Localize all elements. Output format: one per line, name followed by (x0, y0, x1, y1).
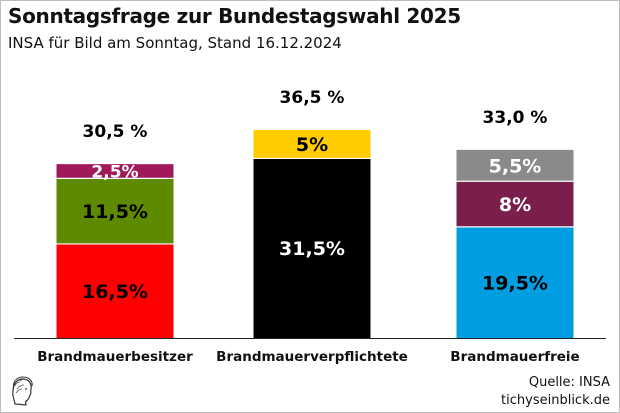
bar-segment (253, 129, 371, 159)
segment-value-label: 31,5% (279, 238, 345, 260)
bar-segment (56, 178, 174, 244)
chart-title: Sonntagsfrage zur Bundestagswahl 2025 (8, 4, 461, 28)
segment-value-label: 2,5% (91, 162, 138, 182)
category-tick-label: Brandmauerbesitzer (37, 349, 193, 365)
category-tick-label: Brandmauerverpflichtete (216, 349, 408, 365)
classical-head-icon (12, 376, 33, 406)
classical-head-logo (6, 374, 36, 410)
bar-segment (456, 226, 574, 338)
bar-segment (56, 164, 174, 179)
segment-value-label: 5% (296, 134, 328, 156)
segment-value-label: 11,5% (82, 201, 148, 223)
bar-segment (456, 149, 574, 182)
chart-subtitle: INSA für Bild am Sonntag, Stand 16.12.20… (8, 34, 342, 52)
bar-segment (253, 158, 371, 338)
segment-value-label: 16,5% (82, 281, 148, 303)
bar-segment (56, 243, 174, 338)
segment-value-label: 5,5% (489, 155, 542, 177)
total-value-label: 33,0 % (483, 108, 548, 128)
category-tick-label: Brandmauerfreie (450, 349, 579, 365)
segment-value-label: 8% (499, 194, 531, 216)
total-value-label: 30,5 % (83, 122, 148, 142)
segment-value-label: 19,5% (482, 272, 548, 294)
site-line: tichyseinblick.de (501, 393, 610, 408)
total-value-label: 36,5 % (280, 88, 345, 108)
source-line: Quelle: INSA (528, 375, 610, 390)
bar-segment (456, 181, 574, 227)
source-credit: Quelle: INSA tichyseinblick.de (501, 374, 610, 410)
